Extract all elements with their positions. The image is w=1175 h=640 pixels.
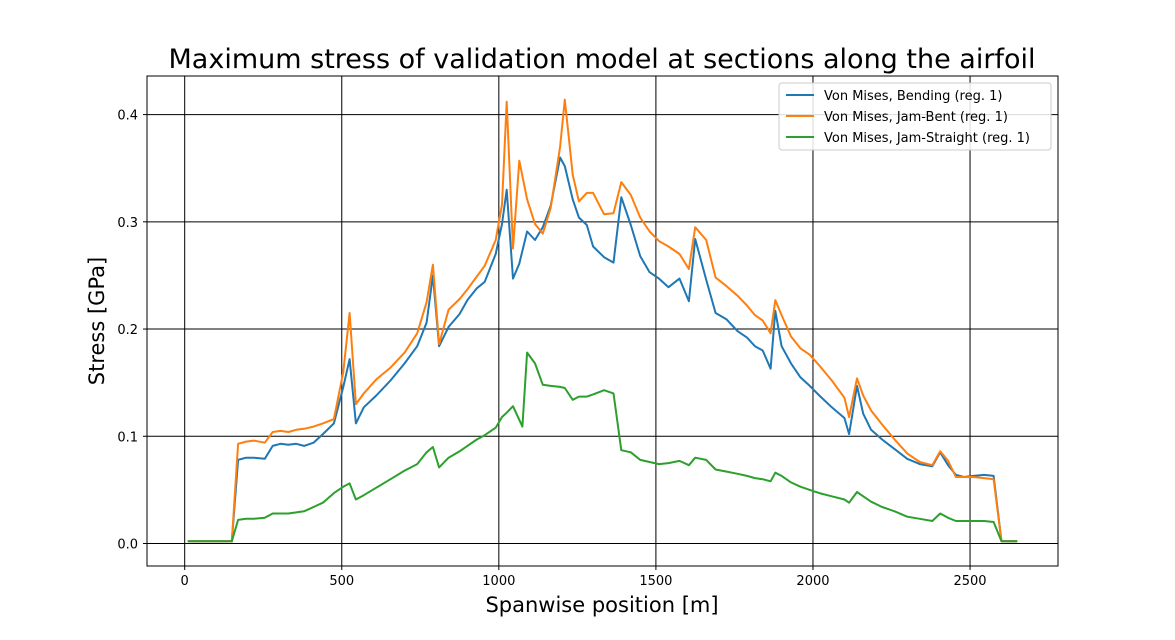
legend-box [778, 82, 1052, 151]
y-tick-label: 0.4 [117, 109, 138, 124]
x-tick-label: 1500 [639, 574, 672, 589]
legend-label-bending: Von Mises, Bending (reg. 1) [824, 89, 1002, 104]
series-line-jam-bent [187, 98, 1018, 543]
series-line-jam-straight [187, 351, 1018, 543]
y-tick-label: 0.2 [117, 323, 138, 338]
x-tick-label: 0 [181, 574, 189, 589]
y-tick-label: 0.1 [117, 430, 138, 445]
series-line-bending [187, 156, 1018, 543]
x-tick-label: 2000 [796, 574, 829, 589]
y-axis-label: Stress [GPa] [85, 257, 109, 385]
x-axis-label: Spanwise position [m] [485, 593, 718, 617]
y-tick-label: 0.0 [117, 537, 138, 552]
plot-frame [146, 75, 1059, 567]
legend-label-jam-bent: Von Mises, Jam-Bent (reg. 1) [824, 110, 1008, 125]
chart-title: Maximum stress of validation model at se… [169, 44, 1036, 75]
axis-ticks: 0 500 1000 1500 2000 2500 0.0 0.1 0.2 0.3 0.4 [117, 109, 986, 589]
y-tick-label: 0.3 [117, 216, 138, 231]
x-tick-label: 500 [329, 574, 354, 589]
series-lines [187, 98, 1018, 543]
legend: Von Mises, Bending (reg. 1) Von Mises, J… [778, 82, 1052, 151]
x-tick-label: 1000 [482, 574, 515, 589]
x-tick-label: 2500 [953, 574, 986, 589]
legend-label-jam-straight: Von Mises, Jam-Straight (reg. 1) [824, 131, 1030, 146]
